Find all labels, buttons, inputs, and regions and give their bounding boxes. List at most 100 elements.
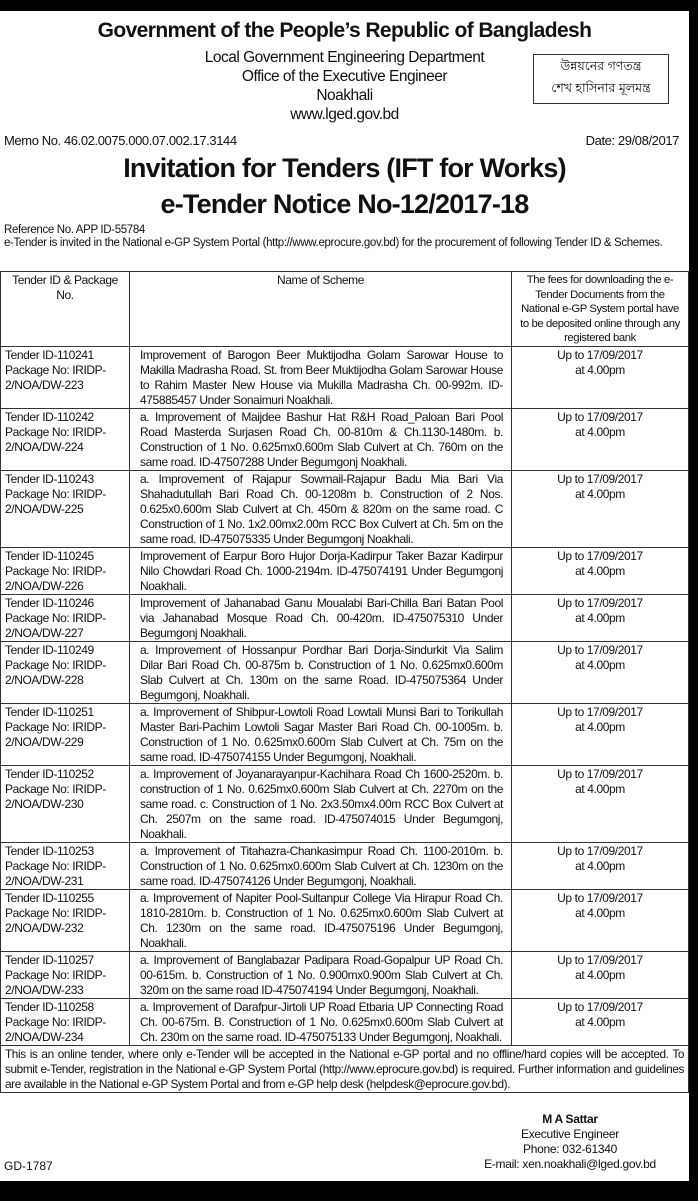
intro-text: e-Tender is invited in the National e-GP…: [4, 237, 663, 249]
table-row: Tender ID-110255 Package No: IRIDP-2/NOA…: [0, 888, 689, 952]
package-number: Package No: IRIDP-2/NOA/DW-225: [5, 486, 106, 516]
table-row: Tender ID-110253 Package No: IRIDP-2/NOA…: [0, 841, 689, 890]
scheme-name: Improvement of Barogon Beer Muktijodha G…: [129, 345, 512, 409]
note-row: This is an online tender, where only e-T…: [0, 1044, 689, 1093]
column-header-tender-id: Tender ID & Package No.: [0, 271, 130, 347]
table-row: Tender ID-110245 Package No: IRIDP-2/NOA…: [0, 546, 689, 595]
package-number: Package No: IRIDP-2/NOA/DW-232: [5, 905, 106, 935]
fee-deadline-date: Up to 17/09/2017: [557, 952, 643, 967]
fee-deadline-cell: Up to 17/09/2017 at 4.00pm: [511, 997, 689, 1046]
fee-deadline-date: Up to 17/09/2017: [557, 409, 643, 424]
tender-id-cell: Tender ID-110257 Package No: IRIDP-2/NOA…: [0, 950, 130, 999]
fee-deadline-date: Up to 17/09/2017: [557, 347, 643, 362]
scheme-name: a. Improvement of Joyanarayanpur-Kachiha…: [129, 764, 512, 843]
signatory-phone: Phone: 032-61340: [523, 1142, 617, 1156]
tender-id: Tender ID-110252: [5, 766, 94, 781]
scheme-name: a. Improvement of Titahazra-Chankasimpur…: [129, 841, 512, 890]
fee-deadline-time: at 4.00pm: [575, 781, 625, 796]
package-number: Package No: IRIDP-2/NOA/DW-234: [5, 1014, 106, 1044]
scheme-name: a. Improvement of Darafpur-Jirtoli UP Ro…: [129, 997, 512, 1046]
column-header-scheme: Name of Scheme: [129, 271, 512, 347]
fee-deadline-date: Up to 17/09/2017: [557, 890, 643, 905]
fee-deadline-date: Up to 17/09/2017: [557, 642, 643, 657]
tender-notice-page: Government of the People’s Republic of B…: [0, 9, 689, 1181]
package-number: Package No: IRIDP-2/NOA/DW-227: [5, 610, 106, 640]
table-row: Tender ID-110241 Package No: IRIDP-2/NOA…: [0, 345, 689, 409]
signatory-email[interactable]: E-mail: xen.noakhali@lged.gov.bd: [484, 1157, 656, 1171]
fee-deadline-cell: Up to 17/09/2017 at 4.00pm: [511, 345, 689, 409]
fee-deadline-time: at 4.00pm: [575, 1014, 625, 1029]
tender-id: Tender ID-110245: [5, 548, 94, 563]
tender-id: Tender ID-110253: [5, 843, 94, 858]
notice-number: e-Tender Notice No-12/2017-18: [160, 189, 530, 219]
tender-id: Tender ID-110255: [5, 890, 94, 905]
tender-id-cell: Tender ID-110246 Package No: IRIDP-2/NOA…: [0, 593, 130, 642]
signatory-designation: Executive Engineer: [521, 1127, 619, 1141]
tender-id: Tender ID-110242: [5, 409, 94, 424]
tender-id-cell: Tender ID-110242 Package No: IRIDP-2/NOA…: [0, 407, 130, 471]
tender-id: Tender ID-110257: [5, 952, 94, 967]
fee-deadline-cell: Up to 17/09/2017 at 4.00pm: [511, 950, 689, 999]
district-name: Noakhali: [316, 87, 373, 104]
tender-id: Tender ID-110243: [5, 471, 94, 486]
scheme-name: a. Improvement of Banglabazar Padipara R…: [129, 950, 512, 999]
fee-deadline-time: at 4.00pm: [575, 486, 625, 501]
package-number: Package No: IRIDP-2/NOA/DW-228: [5, 657, 106, 687]
scheme-name: a. Improvement of Shibpur-Lowtoli Road L…: [129, 702, 512, 766]
tender-id: Tender ID-110251: [5, 704, 94, 719]
tender-id: Tender ID-110241: [5, 347, 94, 362]
notice-title: Invitation for Tenders (IFT for Works): [123, 153, 566, 183]
package-number: Package No: IRIDP-2/NOA/DW-224: [5, 424, 106, 454]
fee-deadline-cell: Up to 17/09/2017 at 4.00pm: [511, 593, 689, 642]
scheme-name: Improvement of Earpur Boro Hujor Dorja-K…: [129, 546, 512, 595]
tender-id-cell: Tender ID-110258 Package No: IRIDP-2/NOA…: [0, 997, 130, 1046]
scheme-name: a. Improvement of Napiter Pool-Sultanpur…: [129, 888, 512, 952]
table-row: Tender ID-110246 Package No: IRIDP-2/NOA…: [0, 593, 689, 642]
tender-id-cell: Tender ID-110252 Package No: IRIDP-2/NOA…: [0, 764, 130, 843]
tender-id-cell: Tender ID-110241 Package No: IRIDP-2/NOA…: [0, 345, 130, 409]
fee-deadline-cell: Up to 17/09/2017 at 4.00pm: [511, 764, 689, 843]
table-header-row: Tender ID & Package No. Name of Scheme T…: [0, 271, 689, 347]
fee-deadline-cell: Up to 17/09/2017 at 4.00pm: [511, 888, 689, 952]
tender-id-cell: Tender ID-110245 Package No: IRIDP-2/NOA…: [0, 546, 130, 595]
fee-deadline-time: at 4.00pm: [575, 563, 625, 578]
fee-deadline-time: at 4.00pm: [575, 424, 625, 439]
package-number: Package No: IRIDP-2/NOA/DW-226: [5, 563, 106, 593]
package-number: Package No: IRIDP-2/NOA/DW-223: [5, 362, 106, 392]
fee-deadline-cell: Up to 17/09/2017 at 4.00pm: [511, 640, 689, 704]
fee-deadline-cell: Up to 17/09/2017 at 4.00pm: [511, 407, 689, 471]
fee-deadline-time: at 4.00pm: [575, 610, 625, 625]
package-number: Package No: IRIDP-2/NOA/DW-230: [5, 781, 106, 811]
tender-id-cell: Tender ID-110253 Package No: IRIDP-2/NOA…: [0, 841, 130, 890]
package-number: Package No: IRIDP-2/NOA/DW-231: [5, 858, 106, 888]
table-row: Tender ID-110257 Package No: IRIDP-2/NOA…: [0, 950, 689, 999]
scheme-name: a. Improvement of Rajapur Sowmail-Rajapu…: [129, 469, 512, 548]
tender-id-cell: Tender ID-110249 Package No: IRIDP-2/NOA…: [0, 640, 130, 704]
memo-number: Memo No. 46.02.0075.000.07.002.17.3144: [4, 133, 237, 148]
fee-deadline-time: at 4.00pm: [575, 362, 625, 377]
notice-date: Date: 29/08/2017: [585, 133, 680, 148]
fee-deadline-date: Up to 17/09/2017: [557, 595, 643, 610]
table-row: Tender ID-110252 Package No: IRIDP-2/NOA…: [0, 764, 689, 843]
website-link[interactable]: www.lged.gov.bd: [290, 106, 399, 123]
scheme-name: a. Improvement of Maijdee Bashur Hat R&H…: [129, 407, 512, 471]
tender-id: Tender ID-110258: [5, 999, 94, 1014]
gd-number: GD-1787: [4, 1159, 53, 1173]
fee-deadline-time: at 4.00pm: [575, 967, 625, 982]
tender-id-cell: Tender ID-110243 Package No: IRIDP-2/NOA…: [0, 469, 130, 548]
scheme-name: Improvement of Jahanabad Ganu Moualabi B…: [129, 593, 512, 642]
table-row: Tender ID-110243 Package No: IRIDP-2/NOA…: [0, 469, 689, 548]
fee-deadline-date: Up to 17/09/2017: [557, 704, 643, 719]
signatory-name: M A Sattar: [542, 1112, 598, 1126]
column-header-fees: The fees for downloading the e-Tender Do…: [511, 271, 689, 347]
fee-deadline-time: at 4.00pm: [575, 657, 625, 672]
scheme-name: a. Improvement of Hossanpur Pordhar Bari…: [129, 640, 512, 704]
department-name: Local Government Engineering Department: [204, 49, 485, 66]
slogan-line-1: উন্নয়নের গণতন্ত্র: [560, 59, 642, 73]
fee-deadline-time: at 4.00pm: [575, 719, 625, 734]
slogan-line-2: শেখ হাসিনার মূলমন্ত্র: [551, 81, 651, 95]
tender-id: Tender ID-110249: [5, 642, 94, 657]
fee-deadline-date: Up to 17/09/2017: [557, 843, 643, 858]
office-name: Office of the Executive Engineer: [241, 68, 448, 85]
tender-id-cell: Tender ID-110255 Package No: IRIDP-2/NOA…: [0, 888, 130, 952]
